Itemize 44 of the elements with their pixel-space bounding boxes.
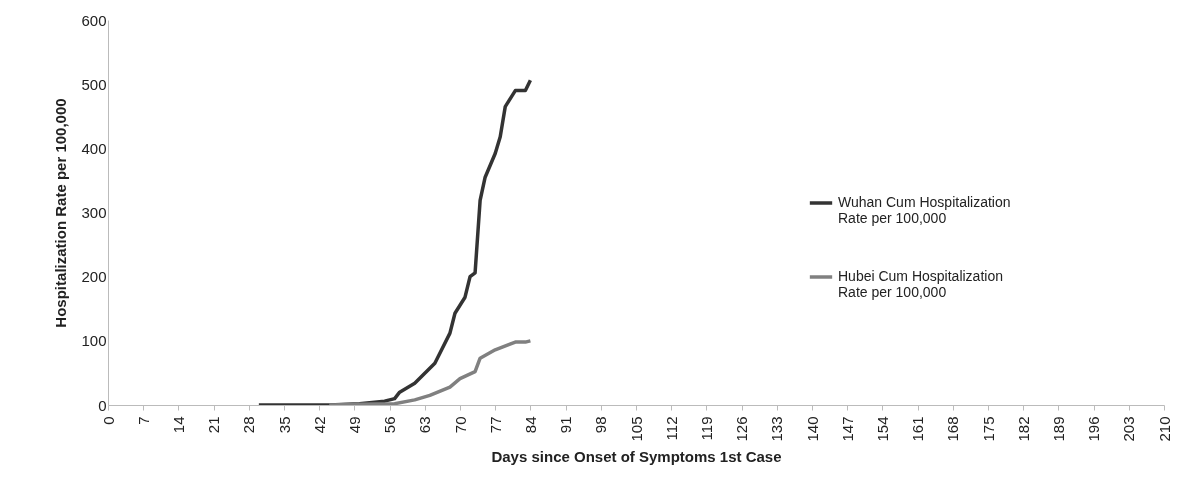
x-tick-label: 147	[838, 416, 856, 442]
x-tick-label: 98	[592, 416, 610, 434]
x-tick-label: 7	[134, 416, 152, 425]
x-tick-label: 70	[451, 416, 469, 434]
y-tick-label: 100	[81, 332, 107, 350]
x-tick-label: 168	[944, 416, 962, 442]
y-tick-label: 300	[81, 204, 107, 221]
x-axis-title: Days since Onset of Symptoms 1st Case	[491, 447, 782, 465]
x-tick-label: 63	[416, 416, 434, 434]
x-tick-label: 49	[345, 416, 363, 434]
x-tick-label: 14	[169, 416, 187, 434]
x-tick-label: 126	[733, 416, 751, 442]
x-tick-label: 56	[381, 416, 399, 434]
x-tick-label: 119	[697, 416, 715, 441]
x-tick-label: 84	[521, 416, 539, 434]
x-tick-label: 28	[240, 416, 258, 434]
x-tick-label: 154	[873, 416, 891, 442]
y-tick-label: 500	[81, 75, 107, 93]
y-tick-label: 600	[81, 11, 107, 29]
x-tick-label: 175	[979, 416, 997, 442]
x-tick-label: 161	[909, 416, 927, 442]
line-series	[327, 339, 533, 405]
x-tick-label: 112	[662, 416, 680, 441]
y-tick-label: 0	[98, 396, 107, 414]
x-tick-label: 189	[1049, 416, 1067, 442]
x-tick-label: 182	[1014, 416, 1032, 442]
x-tick-label: 105	[627, 416, 645, 442]
legend-label: Wuhan Cum Hospitalization Rate per 100,000	[838, 194, 1011, 226]
y-axis-title: Hospitalization Rate per 100,000	[52, 98, 70, 328]
x-tick-label: 91	[557, 416, 575, 434]
legend-label: Hubei Cum Hospitalization Rate per 100,000	[838, 268, 1003, 300]
y-tick-label: 200	[81, 268, 107, 286]
line-series	[257, 78, 533, 405]
x-tick-label: 42	[310, 416, 328, 434]
x-tick-label: 140	[803, 416, 821, 442]
x-tick-label: 21	[205, 416, 223, 434]
x-tick-label: 35	[275, 416, 293, 434]
x-tick-label: 210	[1155, 416, 1173, 442]
y-tick-label: 400	[81, 139, 107, 157]
x-tick-label: 77	[486, 416, 504, 434]
x-tick-label: 0	[99, 416, 117, 425]
x-tick-label: 196	[1085, 416, 1103, 442]
x-tick-label: 203	[1120, 416, 1138, 442]
x-tick-label: 133	[768, 416, 786, 442]
